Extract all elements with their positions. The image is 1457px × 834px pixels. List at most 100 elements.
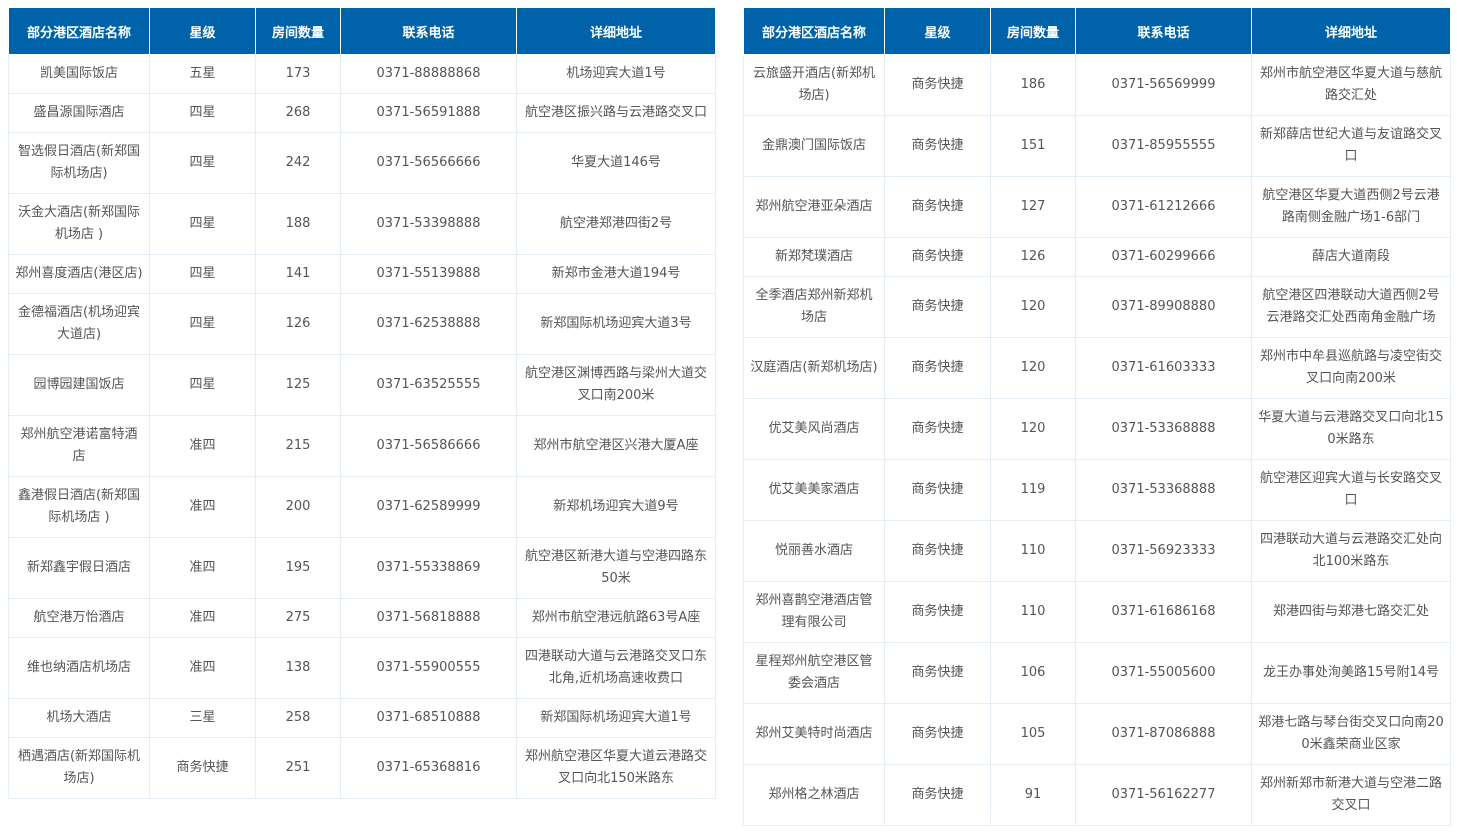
table-row: 金鼎澳门国际饭店 商务快捷 151 0371-85955555 新郑薛店世纪大道与友谊路… (743, 115, 1451, 177)
header-phone: 联系电话 (340, 8, 517, 55)
hotel-name-cell: 郑州艾美特时尚酒店 (743, 703, 885, 765)
room-count-cell: 141 (255, 254, 341, 294)
star-level-cell: 准四 (149, 476, 256, 538)
room-count-cell: 105 (990, 703, 1076, 765)
address-cell: 航空港区新港大道与空港四路东50米 (516, 537, 716, 599)
room-count-cell: 120 (990, 276, 1076, 338)
table-row: 机场大酒店 三星 258 0371-68510888 新郑国际机场迎宾大道1号 (8, 698, 716, 738)
address-cell: 航空港区振兴路与云港路交叉口 (516, 93, 716, 133)
star-level-cell: 商务快捷 (884, 237, 991, 277)
phone-cell: 0371-65368816 (340, 737, 517, 799)
header-address: 详细地址 (516, 8, 716, 55)
address-cell: 航空港区迎宾大道与长安路交叉口 (1251, 459, 1451, 521)
phone-cell: 0371-56591888 (340, 93, 517, 133)
room-count-cell: 188 (255, 193, 341, 255)
table-row: 郑州喜度酒店(港区店) 四星 141 0371-55139888 新郑市金港大道194号 (8, 254, 716, 294)
room-count-cell: 120 (990, 398, 1076, 460)
hotel-name-cell: 金德福酒店(机场迎宾大道店) (8, 293, 150, 355)
room-count-cell: 173 (255, 54, 341, 94)
phone-cell: 0371-61212666 (1075, 176, 1252, 238)
address-cell: 郑州市中牟县巡航路与凌空街交叉口向南200米 (1251, 337, 1451, 399)
star-level-cell: 商务快捷 (884, 764, 991, 826)
table-header-row: 部分港区酒店名称 星级 房间数量 联系电话 详细地址 (8, 8, 716, 55)
star-level-cell: 商务快捷 (884, 276, 991, 338)
phone-cell: 0371-53368888 (1075, 398, 1252, 460)
star-level-cell: 商务快捷 (884, 54, 991, 116)
hotel-name-cell: 航空港万怡酒店 (8, 598, 150, 638)
room-count-cell: 275 (255, 598, 341, 638)
header-phone: 联系电话 (1075, 8, 1252, 55)
phone-cell: 0371-56566666 (340, 132, 517, 194)
table-row: 航空港万怡酒店 准四 275 0371-56818888 郑州市航空港远航路63号A座 (8, 598, 716, 638)
star-level-cell: 商务快捷 (884, 459, 991, 521)
hotel-name-cell: 维也纳酒店机场店 (8, 637, 150, 699)
address-cell: 新郑机场迎宾大道9号 (516, 476, 716, 538)
hotel-name-cell: 新郑鑫宇假日酒店 (8, 537, 150, 599)
phone-cell: 0371-68510888 (340, 698, 517, 738)
hotel-name-cell: 郑州航空港诺富特酒店 (8, 415, 150, 477)
phone-cell: 0371-85955555 (1075, 115, 1252, 177)
table-row: 郑州航空港亚朵酒店 商务快捷 127 0371-61212666 航空港区华夏大道西侧2… (743, 176, 1451, 238)
room-count-cell: 242 (255, 132, 341, 194)
table-row: 维也纳酒店机场店 准四 138 0371-55900555 四港联动大道与云港路交叉口东… (8, 637, 716, 699)
header-room-count: 房间数量 (990, 8, 1076, 55)
room-count-cell: 127 (990, 176, 1076, 238)
star-level-cell: 四星 (149, 354, 256, 416)
table-row: 沃金大酒店(新郑国际机场店 ) 四星 188 0371-53398888 航空港郑港四街… (8, 193, 716, 255)
hotel-name-cell: 云旅盛开酒店(新郑机场店) (743, 54, 885, 116)
room-count-cell: 120 (990, 337, 1076, 399)
star-level-cell: 准四 (149, 537, 256, 599)
address-cell: 航空港区华夏大道西侧2号云港路南侧金融广场1-6部门 (1251, 176, 1451, 238)
phone-cell: 0371-88888868 (340, 54, 517, 94)
phone-cell: 0371-56162277 (1075, 764, 1252, 826)
room-count-cell: 126 (255, 293, 341, 355)
table-row: 鑫港假日酒店(新郑国际机场店 ) 准四 200 0371-62589999 新郑机场迎宾… (8, 476, 716, 538)
table-row: 全季酒店郑州新郑机场店 商务快捷 120 0371-89908880 航空港区四港联动大… (743, 276, 1451, 338)
address-cell: 新郑国际机场迎宾大道1号 (516, 698, 716, 738)
table-row: 郑州喜鹊空港酒店管理有限公司 商务快捷 110 0371-61686168 郑港四街与郑… (743, 581, 1451, 643)
address-cell: 薛店大道南段 (1251, 237, 1451, 277)
star-level-cell: 商务快捷 (884, 398, 991, 460)
hotel-name-cell: 优艾美美家酒店 (743, 459, 885, 521)
phone-cell: 0371-87086888 (1075, 703, 1252, 765)
table-row: 凯美国际饭店 五星 173 0371-88888868 机场迎宾大道1号 (8, 54, 716, 94)
address-cell: 四港联动大道与云港路交汇处向北100米路东 (1251, 520, 1451, 582)
star-level-cell: 四星 (149, 254, 256, 294)
star-level-cell: 商务快捷 (884, 642, 991, 704)
phone-cell: 0371-53368888 (1075, 459, 1252, 521)
hotel-table-right: 部分港区酒店名称 星级 房间数量 联系电话 详细地址 云旅盛开酒店(新郑机场店)… (743, 8, 1451, 826)
phone-cell: 0371-56923333 (1075, 520, 1252, 582)
phone-cell: 0371-56586666 (340, 415, 517, 477)
star-level-cell: 准四 (149, 598, 256, 638)
hotel-name-cell: 鑫港假日酒店(新郑国际机场店 ) (8, 476, 150, 538)
hotel-name-cell: 金鼎澳门国际饭店 (743, 115, 885, 177)
header-hotel-name: 部分港区酒店名称 (743, 8, 885, 55)
room-count-cell: 91 (990, 764, 1076, 826)
hotel-name-cell: 栖遇酒店(新郑国际机场店) (8, 737, 150, 799)
phone-cell: 0371-61686168 (1075, 581, 1252, 643)
header-star-level: 星级 (884, 8, 991, 55)
table-row: 汉庭酒店(新郑机场店) 商务快捷 120 0371-61603333 郑州市中牟县巡航路… (743, 337, 1451, 399)
hotel-name-cell: 沃金大酒店(新郑国际机场店 ) (8, 193, 150, 255)
header-room-count: 房间数量 (255, 8, 341, 55)
room-count-cell: 200 (255, 476, 341, 538)
address-cell: 航空港区四港联动大道西侧2号云港路交汇处西南角金融广场 (1251, 276, 1451, 338)
phone-cell: 0371-62538888 (340, 293, 517, 355)
room-count-cell: 119 (990, 459, 1076, 521)
table-row: 郑州艾美特时尚酒店 商务快捷 105 0371-87086888 郑港七路与琴台街交叉口… (743, 703, 1451, 765)
phone-cell: 0371-55338869 (340, 537, 517, 599)
header-hotel-name: 部分港区酒店名称 (8, 8, 150, 55)
room-count-cell: 195 (255, 537, 341, 599)
phone-cell: 0371-61603333 (1075, 337, 1252, 399)
table-row: 优艾美风尚酒店 商务快捷 120 0371-53368888 华夏大道与云港路交叉口向北… (743, 398, 1451, 460)
hotel-name-cell: 机场大酒店 (8, 698, 150, 738)
room-count-cell: 268 (255, 93, 341, 133)
address-cell: 机场迎宾大道1号 (516, 54, 716, 94)
hotel-name-cell: 郑州喜度酒店(港区店) (8, 254, 150, 294)
address-cell: 华夏大道146号 (516, 132, 716, 194)
hotel-name-cell: 园博园建国饭店 (8, 354, 150, 416)
star-level-cell: 四星 (149, 193, 256, 255)
address-cell: 郑州市航空港远航路63号A座 (516, 598, 716, 638)
address-cell: 新郑国际机场迎宾大道3号 (516, 293, 716, 355)
hotel-name-cell: 优艾美风尚酒店 (743, 398, 885, 460)
